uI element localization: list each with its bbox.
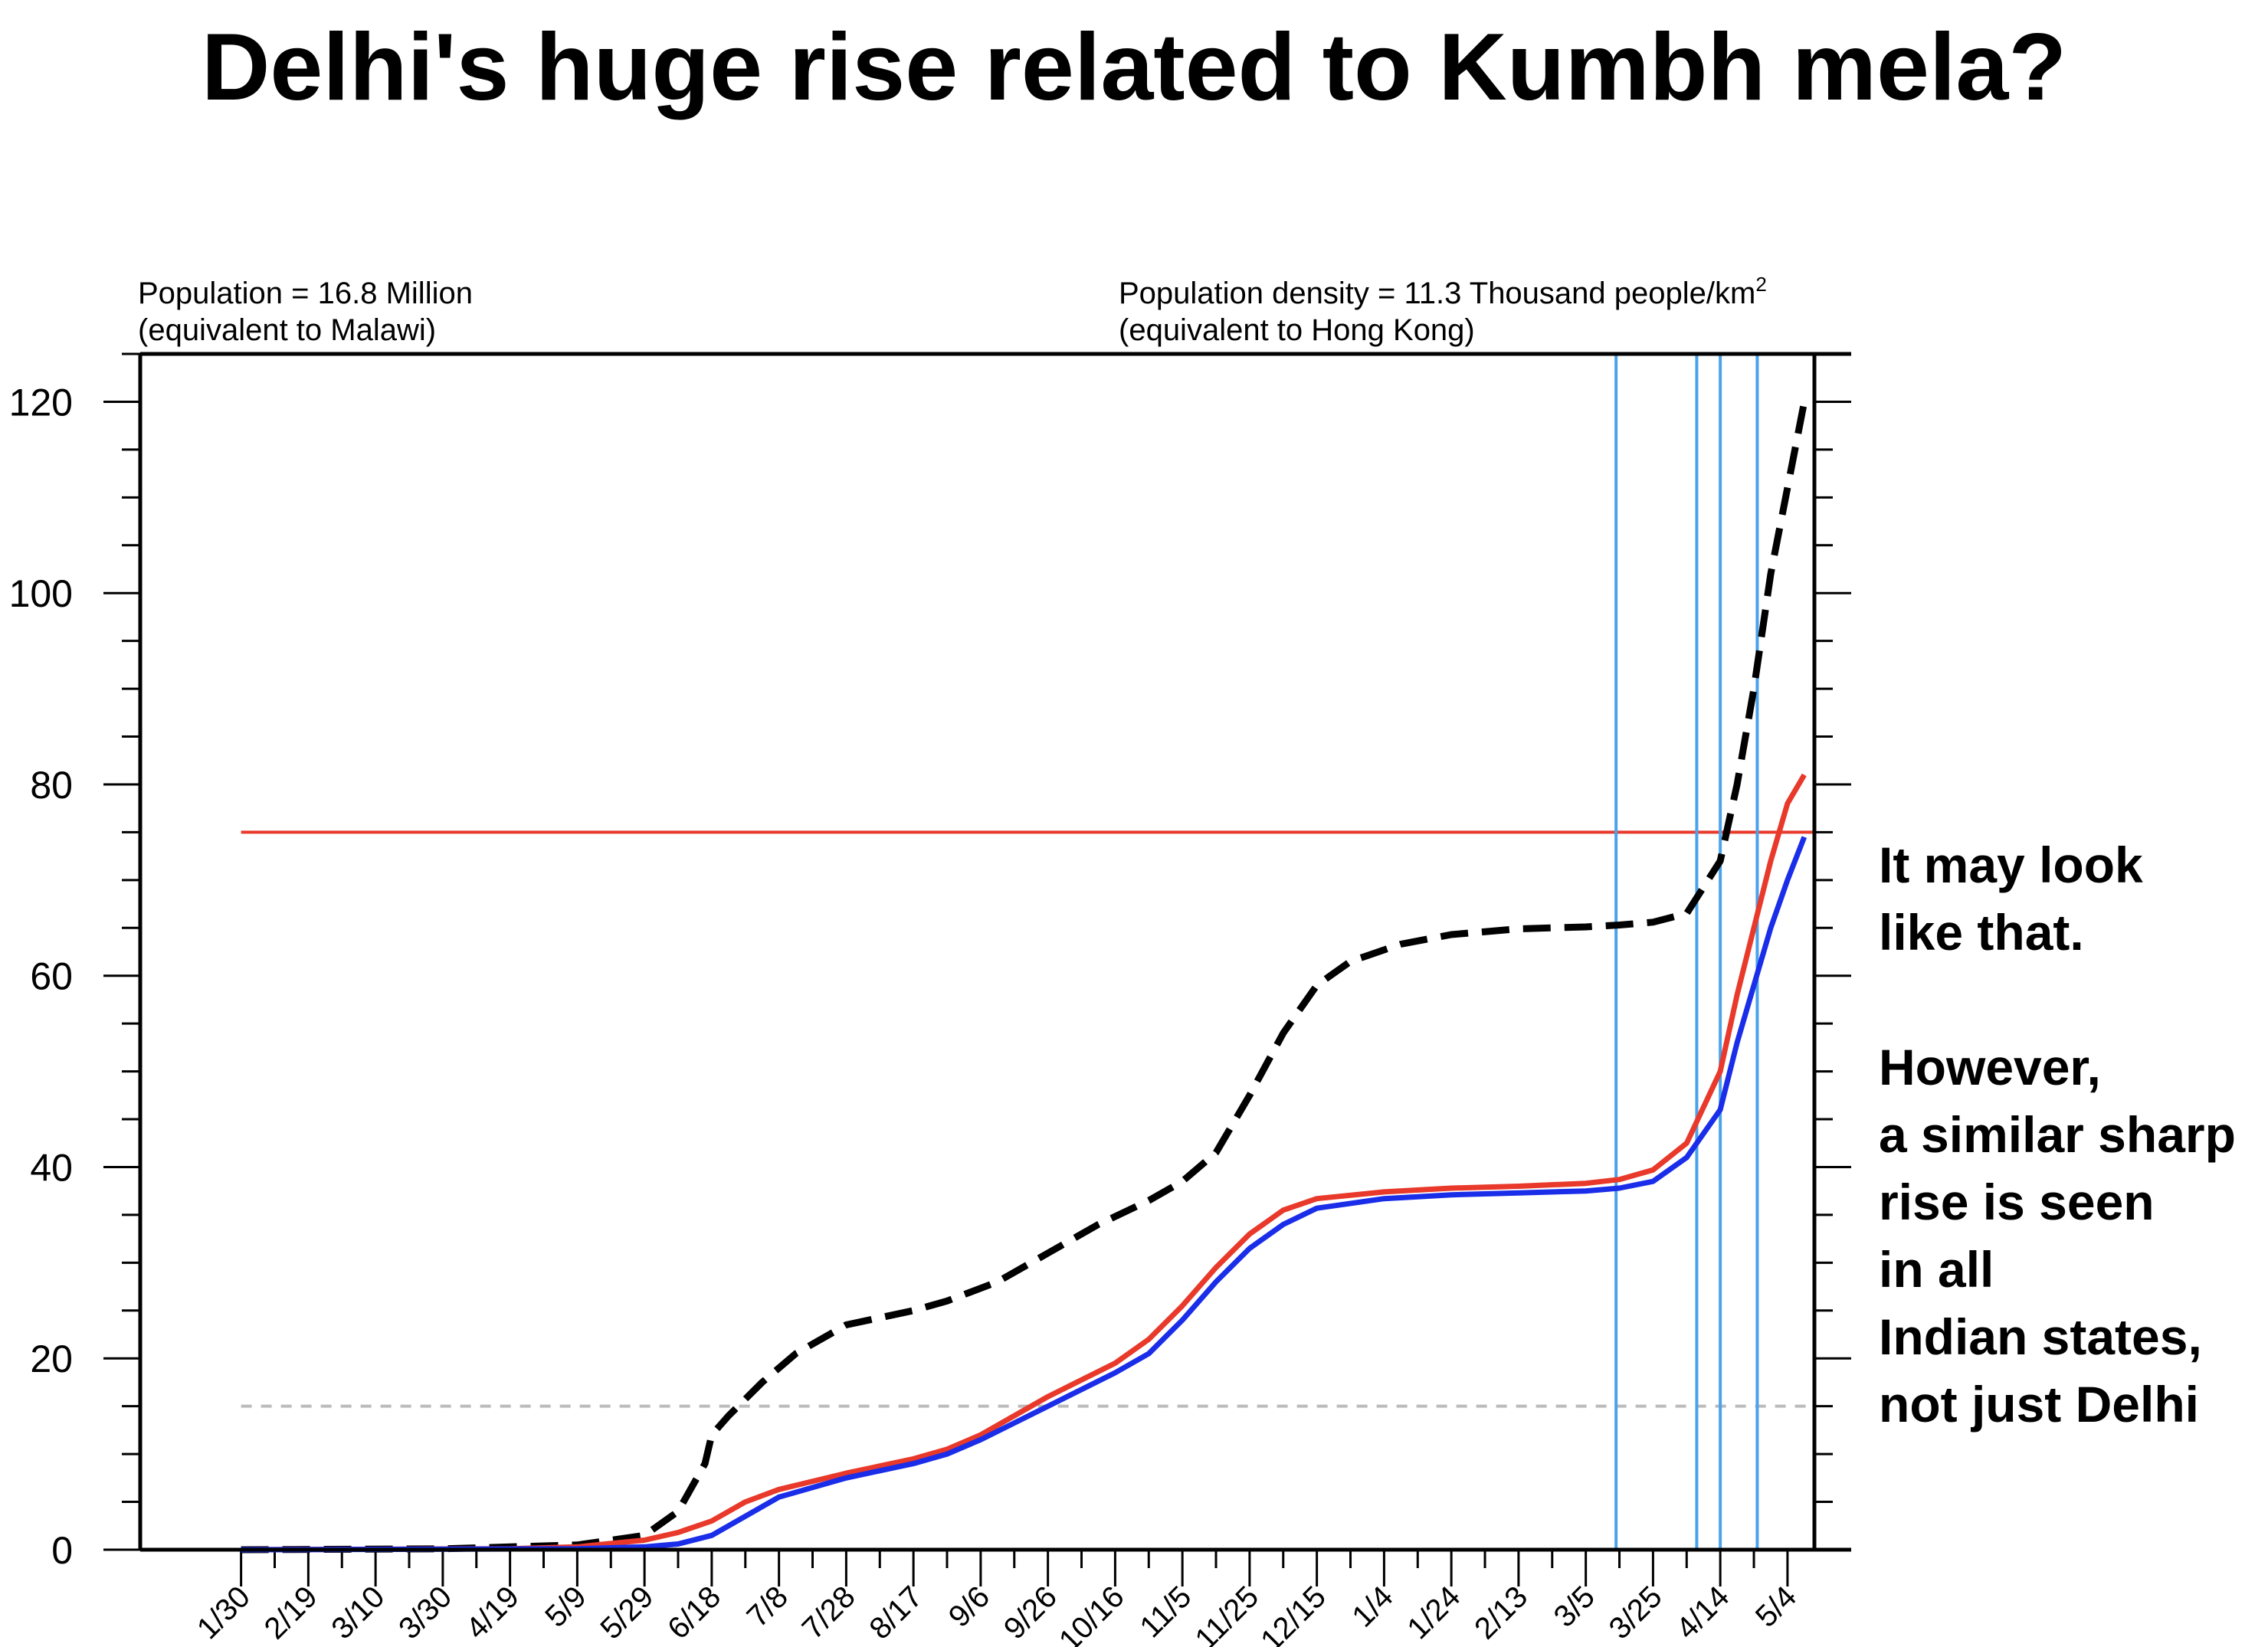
x-tick-label: 4/19: [460, 1580, 526, 1645]
x-tick-label: 5/29: [594, 1580, 660, 1645]
x-tick-label: 1/30: [191, 1580, 257, 1645]
x-tick-label: 1/24: [1401, 1580, 1467, 1645]
annotation-text: It may look like that. However, a similar s…: [1879, 837, 2236, 1433]
x-tick-label: 1/4: [1345, 1580, 1399, 1633]
info-population: Population = 16.8 Million: [138, 277, 473, 310]
x-tick-label: 2/19: [258, 1580, 324, 1645]
x-tick-label: 8/17: [863, 1580, 929, 1645]
info-density: Population density = 11.3 Thousand peopl…: [1119, 273, 1767, 310]
series-line-1: [241, 401, 1808, 1554]
x-tick-label: 11/25: [1188, 1580, 1265, 1647]
annotation-line: like that.: [1879, 904, 2084, 961]
x-axis: 1/30 2/19 3/10 3/30 4/19 5/9 5/29 6/18 7/8 7/28 8/…: [191, 1550, 1803, 1647]
y-axis: 0 20 40 60 80 100 120: [9, 352, 1851, 1572]
annotation-line: rise is seen: [1879, 1174, 2155, 1230]
reference-lines: [241, 354, 1814, 1550]
x-tick-label: 10/16: [1053, 1580, 1131, 1647]
annotation-line: However,: [1879, 1039, 2101, 1095]
y-tick-label: 40: [30, 1146, 73, 1189]
y-tick-label: 120: [9, 381, 73, 424]
x-tick-label: 6/18: [661, 1580, 727, 1645]
x-tick-label: 3/30: [392, 1580, 458, 1645]
chart-title: Delhi's huge rise related to Kumbh mela?: [202, 15, 2066, 120]
x-tick-label: 7/8: [741, 1580, 795, 1633]
x-tick-label: 2/13: [1468, 1580, 1534, 1645]
x-tick-label: 5/4: [1749, 1580, 1803, 1633]
info-density-text: Population density = 11.3 Thousand peopl…: [1119, 277, 1755, 310]
annotation-line: Indian states,: [1879, 1308, 2202, 1365]
x-tick-label: 5/9: [539, 1580, 592, 1633]
y-tick-label: 20: [30, 1338, 73, 1380]
x-tick-label: 9/6: [942, 1580, 996, 1633]
annotation-line: not just Delhi: [1879, 1376, 2199, 1433]
x-tick-label: 3/5: [1548, 1580, 1601, 1633]
info-density-superscript: 2: [1755, 273, 1766, 296]
series-line-2: [241, 773, 1807, 1553]
x-tick-label: 3/10: [325, 1580, 391, 1645]
info-density-equivalent: (equivalent to Hong Kong): [1119, 313, 1475, 347]
annotation-line: It may look: [1879, 837, 2143, 893]
plot-frame-layer: [138, 352, 1851, 1552]
y-tick-label: 100: [9, 572, 73, 615]
y-tick-label: 80: [30, 764, 73, 807]
annotation-line: a similar sharp: [1879, 1106, 2236, 1163]
x-tick-label: 7/28: [796, 1580, 862, 1645]
x-tick-label: 3/25: [1603, 1580, 1669, 1645]
x-tick-label: 11/5: [1133, 1580, 1198, 1644]
annotation-line: in all: [1879, 1241, 1994, 1298]
info-population-equivalent: (equivalent to Malawi): [138, 313, 436, 347]
x-tick-label: 4/14: [1670, 1580, 1735, 1645]
y-tick-label: 0: [51, 1529, 73, 1572]
x-tick-label: 12/15: [1254, 1580, 1332, 1647]
series-layer: [241, 401, 1808, 1554]
series-line-3: [241, 836, 1808, 1553]
y-tick-label: 60: [30, 955, 73, 998]
